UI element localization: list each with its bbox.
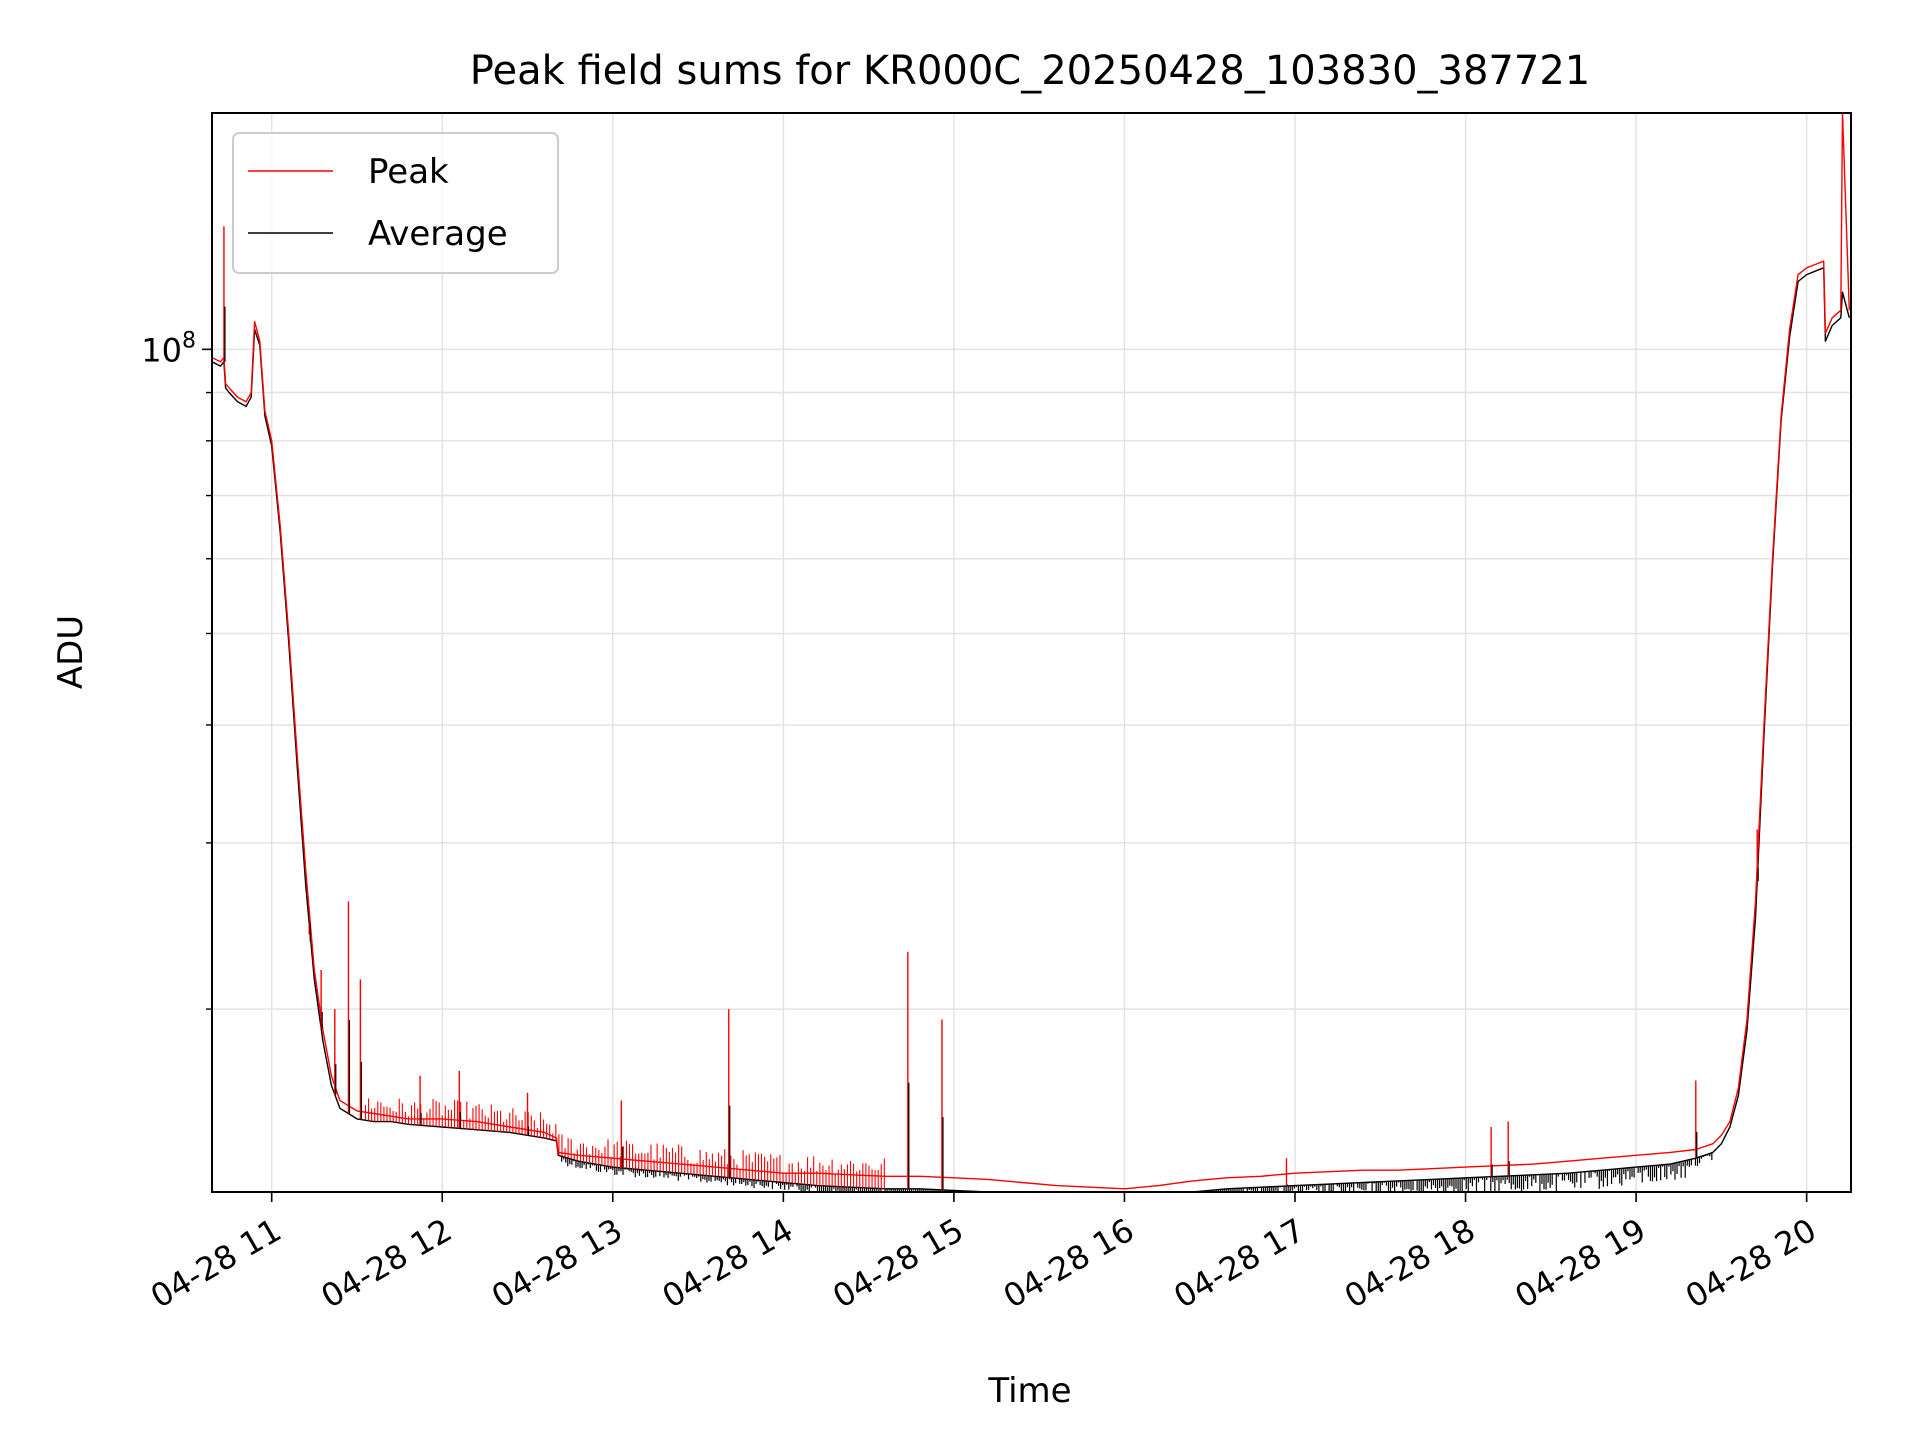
average-series-line [212,267,1850,1192]
grid [212,113,1851,1192]
y-axis-label: ADU [51,615,91,689]
peak-series-line [212,113,1850,1190]
plot-frame [211,112,1852,1193]
legend-peak-label: Peak [368,152,449,192]
peak-spikes [223,226,1759,1190]
legend: Peak Average [232,132,559,274]
y-tick-label: 108 [141,328,196,369]
series-layer [212,113,1850,1192]
legend-average-label: Average [368,214,508,254]
average-noise [561,1152,1713,1192]
legend-box [232,132,559,274]
chart-title: Peak field sums for KR000C_20250428_1038… [470,48,1590,94]
x-axis-label: Time [987,1371,1071,1411]
peak-noise [364,1098,885,1189]
